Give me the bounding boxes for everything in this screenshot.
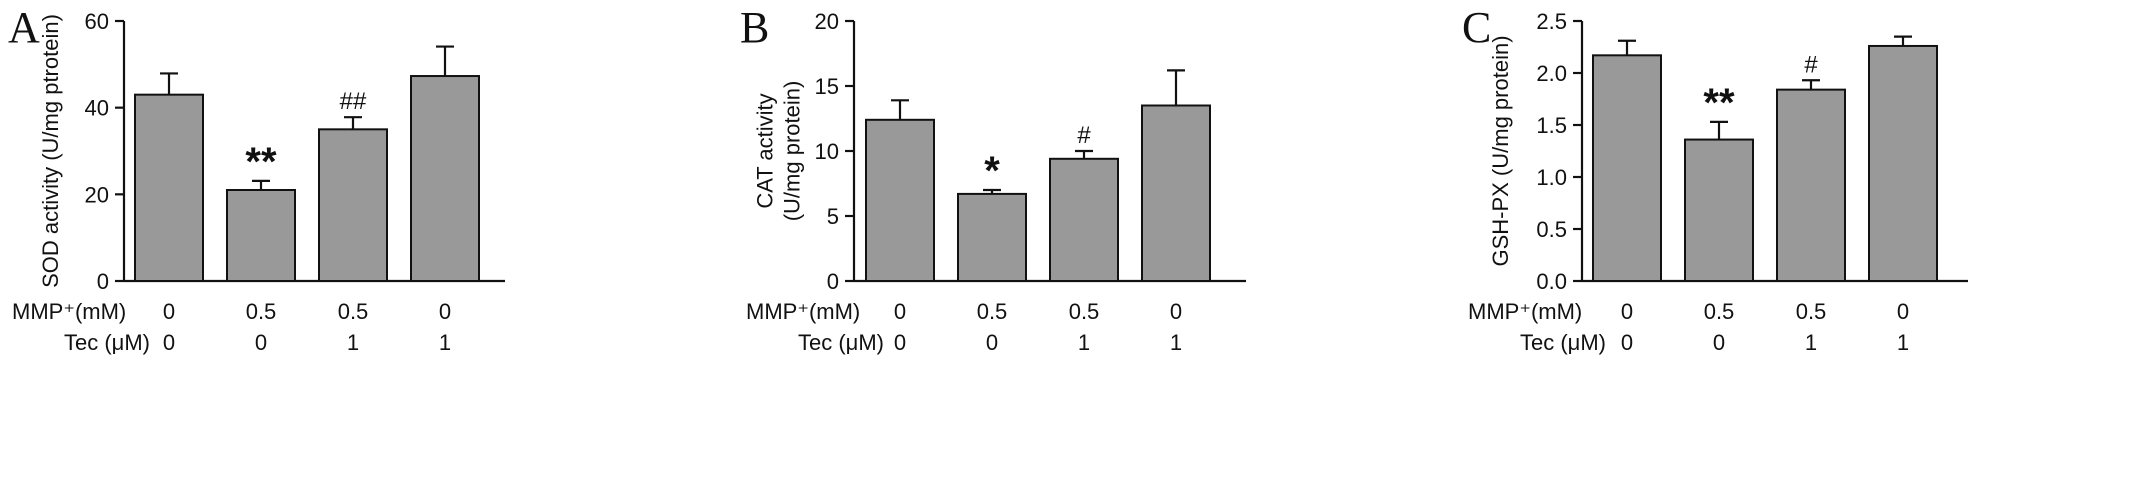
panel-a-tec-value-3: 1 bbox=[439, 330, 451, 355]
panel-b-ytick-label-1: 5 bbox=[827, 204, 839, 229]
panel-c-mmp-value-1: 0.5 bbox=[1704, 299, 1735, 324]
panel-c-row-label-tec: Tec (μM) bbox=[1520, 330, 1606, 355]
panel-c-bar-0 bbox=[1592, 54, 1662, 282]
panel-c-ylabel-line-0: GSH-PX (U/mg protein) bbox=[1488, 35, 1513, 266]
panel-c-ytick-label-0: 0.0 bbox=[1536, 269, 1567, 294]
panel-b-tec-value-0: 0 bbox=[894, 330, 906, 355]
panel-a-ytick-label-2: 40 bbox=[85, 96, 109, 121]
panel-c-mmp-value-3: 0 bbox=[1897, 299, 1909, 324]
panel-c-ytick-label-4: 2.0 bbox=[1536, 61, 1567, 86]
panel-c-letter: C bbox=[1462, 3, 1491, 52]
panel-b-mmp-value-2: 0.5 bbox=[1069, 299, 1100, 324]
panel-a-tec-value-2: 1 bbox=[347, 330, 359, 355]
panel-b-ytick-label-2: 10 bbox=[815, 139, 839, 164]
panel-a-mmp-value-1: 0.5 bbox=[246, 299, 277, 324]
panel-a-ytick-label-0: 0 bbox=[97, 269, 109, 294]
panel-c-tec-value-2: 1 bbox=[1805, 330, 1817, 355]
panel-a: A 0 20 40 60 SOD activity (U/mg ptrotein) 0 0 **… bbox=[8, 3, 505, 355]
panel-b-ytick-label-4: 20 bbox=[815, 9, 839, 34]
panel-b-mmp-value-0: 0 bbox=[894, 299, 906, 324]
panel-c-bar-1 bbox=[1684, 138, 1754, 282]
panel-c-ytick-label-1: 0.5 bbox=[1536, 217, 1567, 242]
panel-a-ytick-label-1: 20 bbox=[85, 182, 109, 207]
panel-c-tec-value-3: 1 bbox=[1897, 330, 1909, 355]
panel-b-significance-1: * bbox=[984, 149, 1000, 193]
panel-a-ytick-label-3: 60 bbox=[85, 9, 109, 34]
panel-c-ytick-label-3: 1.5 bbox=[1536, 113, 1567, 138]
panel-c-row-label-mmp: MMP⁺(mM) bbox=[1468, 299, 1582, 324]
panel-a-row-label-tec: Tec (μM) bbox=[64, 330, 150, 355]
panel-b-significance-2: # bbox=[1077, 122, 1091, 149]
panel-a-row-label-mmp: MMP⁺(mM) bbox=[12, 299, 126, 324]
panel-b-bar-2 bbox=[1049, 157, 1119, 282]
panel-b-tec-value-1: 0 bbox=[986, 330, 998, 355]
panel-c-mmp-value-0: 0 bbox=[1621, 299, 1633, 324]
panel-c-tec-value-0: 0 bbox=[1621, 330, 1633, 355]
panel-b-bar-0 bbox=[865, 118, 935, 282]
panel-c-mmp-value-2: 0.5 bbox=[1796, 299, 1827, 324]
panel-c-bar-3 bbox=[1868, 44, 1938, 282]
panel-a-letter: A bbox=[8, 3, 40, 52]
panel-a-mmp-value-3: 0 bbox=[439, 299, 451, 324]
panel-b-mmp-value-3: 0 bbox=[1170, 299, 1182, 324]
panel-b-ytick-label-0: 0 bbox=[827, 269, 839, 294]
panel-b-row-label-tec: Tec (μM) bbox=[798, 330, 884, 355]
panel-c-significance-2: # bbox=[1804, 51, 1818, 78]
panel-c-tec-value-1: 0 bbox=[1713, 330, 1725, 355]
panel-c-bar-2 bbox=[1776, 88, 1846, 282]
panel-b-mmp-value-1: 0.5 bbox=[977, 299, 1008, 324]
panel-b-letter: B bbox=[740, 3, 769, 52]
panel-c: C 0.0 0.5 1.0 1.5 2.0 2.5 GSH-PX (U/mg protein)… bbox=[1462, 3, 1968, 355]
panel-a-mmp-value-2: 0.5 bbox=[338, 299, 369, 324]
panel-a-bar-0 bbox=[134, 93, 204, 282]
panel-b-bar-1 bbox=[957, 192, 1027, 282]
panel-b-ytick-label-3: 15 bbox=[815, 74, 839, 99]
panel-a-significance-1: ** bbox=[245, 140, 277, 184]
panel-a-bar-2 bbox=[318, 128, 388, 282]
panel-a-tec-value-0: 0 bbox=[163, 330, 175, 355]
panel-c-ytick-label-2: 1.0 bbox=[1536, 165, 1567, 190]
panel-b-tec-value-2: 1 bbox=[1078, 330, 1090, 355]
panel-b-row-label-mmp: MMP⁺(mM) bbox=[746, 299, 860, 324]
panel-c-ytick-label-5: 2.5 bbox=[1536, 9, 1567, 34]
panel-a-tec-value-1: 0 bbox=[255, 330, 267, 355]
panel-a-significance-2: ## bbox=[340, 88, 367, 115]
panel-b-ylabel-line-1: (U/mg protein) bbox=[780, 81, 805, 222]
panel-b-ylabel-line-0: CAT activity bbox=[753, 93, 778, 208]
panel-a-bar-3 bbox=[410, 75, 480, 282]
panel-a-bar-1 bbox=[226, 189, 296, 282]
panel-b-bar-3 bbox=[1141, 104, 1211, 282]
panel-c-significance-1: ** bbox=[1703, 81, 1735, 125]
panel-b-tec-value-3: 1 bbox=[1170, 330, 1182, 355]
panel-a-ylabel-line-0: SOD activity (U/mg ptrotein) bbox=[38, 14, 63, 288]
panel-a-mmp-value-0: 0 bbox=[163, 299, 175, 324]
